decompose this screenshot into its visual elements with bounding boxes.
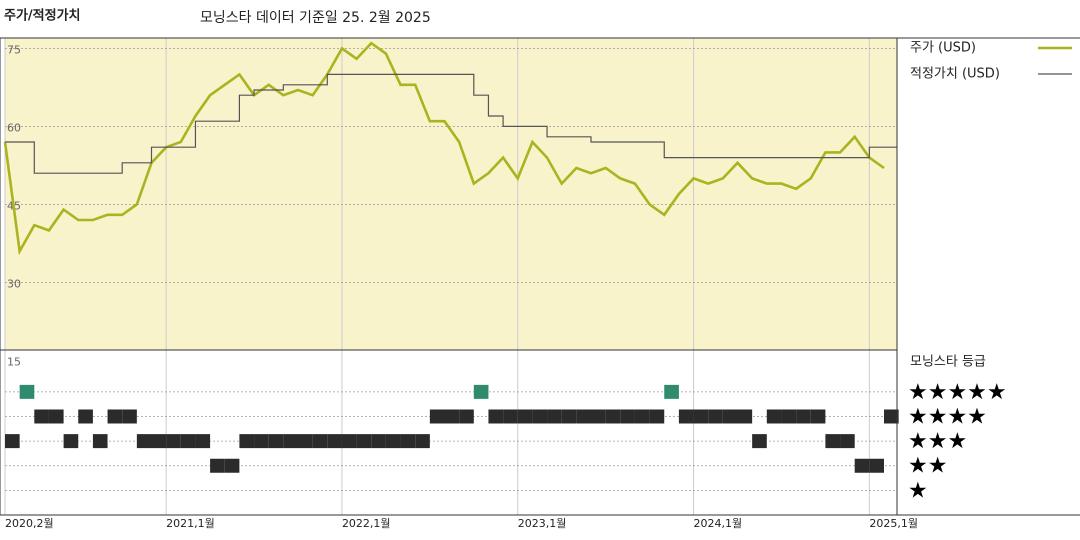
y-tick-label: 60 [7,121,21,134]
rating-bar [840,434,855,449]
rating-bar [312,434,328,449]
rating-bar [781,409,797,424]
rating-bar [561,409,577,424]
rating-bar [488,409,504,424]
rating-bar [752,434,767,449]
x-tick-label: 2022,1월 [342,517,391,530]
rating-bar [576,409,591,424]
chart-title: 주가/적정가치 [4,8,81,24]
rating-bar [591,409,606,424]
rating-bar [5,434,20,449]
rating-bar [19,384,35,399]
rating-bar [356,434,372,449]
rating-bar [678,409,694,424]
rating-bar [825,434,841,449]
y-tick-label: 75 [7,43,21,56]
rating-bar [605,409,621,424]
rating-label: ★★★ [908,429,967,454]
y-tick-label: 15 [7,355,21,368]
rating-label: ★ [908,478,928,503]
rating-bar [766,409,782,424]
rating-bar [48,409,64,424]
rating-bar [254,434,269,449]
legend-label: 적정가치 (USD) [910,67,1000,82]
rating-label: ★★★★ [908,404,987,429]
rating-bar [385,434,401,449]
x-tick-label: 2023,1월 [518,517,567,530]
rating-bar [298,434,313,449]
rating-bar [415,434,430,449]
rating-bar [122,409,137,424]
rating-bar [810,409,826,424]
rating-bar [327,434,342,449]
rating-bar [547,409,562,424]
rating-bar [195,434,211,449]
rating-bar [136,434,152,449]
rating-bar [34,409,49,424]
rating-bar [532,409,548,424]
rating-bar [92,434,108,449]
rating-label: ★★★★★ [908,380,1007,405]
rating-bar [737,409,753,424]
rating-title: 모닝스타 등급 [910,355,986,370]
fair-value-line [5,73,897,174]
x-tick-label: 2020,2월 [5,517,54,530]
x-tick-label: 2024,1월 [694,517,743,530]
rating-bar [400,434,416,449]
rating-bar [722,409,738,424]
chart-subtitle: 모닝스타 데이터 기준일 25. 2월 2025 [200,10,431,26]
rating-bar [796,409,811,424]
rating-bar [63,434,79,449]
rating-bar [341,434,357,449]
rating-bar [649,409,665,424]
rating-bar [107,409,123,424]
rating-bar [459,409,474,424]
rating-bar [620,409,635,424]
rating-bar [239,434,255,449]
rating-bar [884,409,899,424]
rating-bar [854,458,870,473]
legend-label: 주가 (USD) [910,41,976,56]
rating-bar [180,434,196,449]
rating-bar [693,409,709,424]
rating-bar [224,458,240,473]
rating-bar [429,409,445,424]
rating-bar [444,409,460,424]
rating-bar [371,434,386,449]
rating-bar [664,384,679,399]
rating-bar [78,409,93,424]
plot-background [5,38,897,350]
y-tick-label: 30 [7,277,21,290]
rating-bar [151,434,167,449]
rating-bar [708,409,723,424]
x-tick-label: 2021,1월 [166,517,215,530]
rating-bar [268,434,284,449]
rating-bar [283,434,298,449]
rating-bar [517,409,533,424]
rating-bar [634,409,650,424]
rating-bar [166,434,181,449]
rating-label: ★★ [908,454,947,479]
rating-bar [503,409,518,424]
x-tick-label: 2025,1월 [869,517,918,530]
rating-bar [473,384,489,399]
rating-bar [210,458,225,473]
rating-bar [869,458,884,473]
